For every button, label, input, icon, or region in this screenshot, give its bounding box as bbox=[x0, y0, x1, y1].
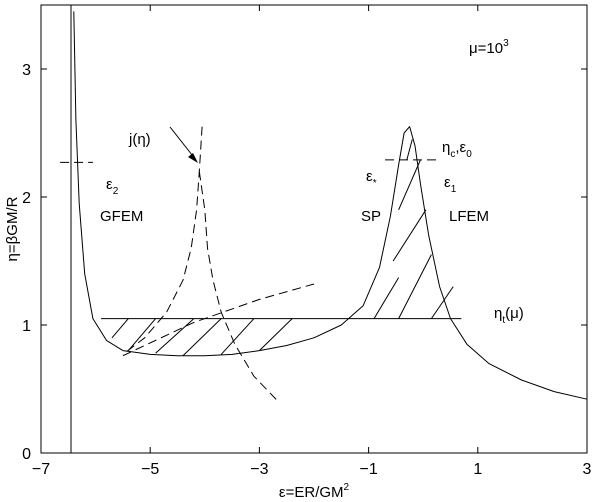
annotation-eps-star-main: ε bbox=[366, 168, 373, 185]
x-tick-label: −5 bbox=[141, 461, 159, 478]
hatch-segment-7 bbox=[398, 254, 432, 319]
j-eta-arrow-head bbox=[188, 153, 198, 163]
series-line-3 bbox=[122, 283, 315, 357]
annotation-eps2-main: ε bbox=[106, 176, 113, 193]
annotation-etac-eps0: ηc,ε0 bbox=[442, 139, 472, 160]
hatch-segment-5 bbox=[259, 318, 293, 351]
hatch-segment-8 bbox=[430, 286, 454, 319]
annotation-gfem: GFEM bbox=[100, 208, 143, 225]
annotation-mu-main: μ=10 bbox=[469, 40, 503, 57]
x-tick-label: −1 bbox=[359, 461, 377, 478]
annotation-eps1-sub: 1 bbox=[451, 184, 457, 195]
hatch-segment-4 bbox=[220, 318, 255, 355]
y-axis-label: η=βGM/R bbox=[4, 196, 21, 261]
series-line-1 bbox=[122, 126, 203, 355]
hatch-segment-11 bbox=[406, 139, 413, 161]
annotation-eps1: ε1 bbox=[444, 174, 457, 195]
annotation-eta-t-sub: t bbox=[502, 315, 505, 326]
hatch-segment-6 bbox=[373, 277, 400, 319]
plot-frame-group bbox=[40, 4, 588, 454]
hatch-segment-1 bbox=[127, 318, 157, 351]
ticks bbox=[40, 5, 588, 454]
annotation-lfem: LFEM bbox=[449, 208, 489, 225]
annotation-eps0-main: ,ε bbox=[455, 139, 466, 156]
x-axis-label-sup: 2 bbox=[344, 482, 350, 493]
annotation-eta-t-main: η bbox=[494, 305, 502, 322]
series-line-0 bbox=[73, 11, 588, 400]
x-tick-label: −7 bbox=[32, 461, 50, 478]
annotation-eps-star-sub: * bbox=[373, 178, 377, 189]
y-tick-label: 0 bbox=[22, 446, 31, 463]
hatch-layer bbox=[111, 139, 454, 357]
series-line-2 bbox=[198, 171, 279, 403]
annotation-eps2-sub: 2 bbox=[113, 186, 119, 197]
annotation-eta-t-rest: (μ) bbox=[505, 305, 524, 322]
annotation-mu-sup: 3 bbox=[503, 38, 509, 49]
annotation-eps-star: ε* bbox=[366, 168, 377, 189]
tick-labels: −7 −5 −3 −1 1 3 0 1 2 3 bbox=[22, 62, 591, 478]
plot-frame bbox=[40, 4, 588, 454]
x-axis-label: ε=ER/GM2 bbox=[279, 482, 350, 501]
annotation-eps2: ε2 bbox=[106, 176, 119, 197]
hatch-segment-2 bbox=[155, 318, 195, 354]
annotation-eps0-sub: 0 bbox=[466, 149, 472, 160]
j-eta-arrow bbox=[169, 126, 198, 163]
series-layer bbox=[60, 5, 588, 453]
y-tick-label: 2 bbox=[22, 190, 31, 207]
x-tick-label: −3 bbox=[250, 461, 268, 478]
x-tick-label: 1 bbox=[473, 461, 482, 478]
annotation-sp: SP bbox=[361, 208, 381, 225]
annotation-etac-main: η bbox=[442, 139, 450, 156]
annotation-eps1-main: ε bbox=[444, 174, 451, 191]
hatch-segment-9 bbox=[392, 209, 427, 262]
hatch-segment-3 bbox=[182, 318, 222, 357]
annotations: μ=103 j(η) ε2 GFEM ηc,ε0 ε* ε1 SP LFEM η… bbox=[100, 38, 524, 326]
annotation-mu: μ=103 bbox=[469, 38, 509, 57]
hatch-segment-0 bbox=[111, 318, 129, 339]
x-tick-label: 3 bbox=[583, 461, 592, 478]
hatch-segment-10 bbox=[398, 159, 421, 211]
annotation-eta-t: ηt(μ) bbox=[494, 305, 524, 326]
y-tick-label: 1 bbox=[22, 318, 31, 335]
y-tick-label: 3 bbox=[22, 62, 31, 79]
annotation-j-eta: j(η) bbox=[128, 131, 151, 148]
annotation-etac-sub: c bbox=[450, 149, 455, 160]
x-axis-label-main: ε=ER/GM bbox=[279, 484, 344, 501]
